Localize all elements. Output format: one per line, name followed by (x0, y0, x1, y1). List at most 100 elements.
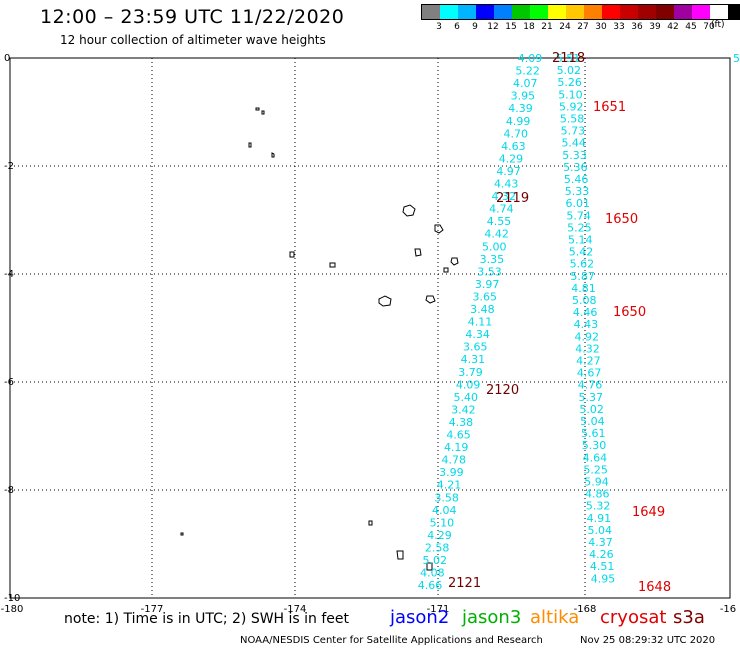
wave-height-label: 5.94 (584, 476, 609, 489)
pass-time-label: 2118 (552, 51, 585, 66)
wave-height-label: 4.32 (575, 342, 600, 355)
wave-height-label: 4.38 (449, 416, 474, 429)
y-tick-label: -2 (4, 161, 14, 172)
y-tick-label: -4 (4, 269, 14, 280)
legend-swatch (602, 5, 620, 19)
map-subtitle: 12 hour collection of altimeter wave hei… (60, 33, 326, 47)
x-tick-label: -180 (1, 604, 24, 615)
x-tick-label: -168 (574, 604, 597, 615)
legend-swatch (530, 5, 548, 19)
legend-label: 12 (487, 22, 499, 32)
wave-height-label: 4.67 (577, 367, 602, 380)
legend-label: 45 (685, 22, 697, 32)
axis-labels: -180 -177 -174 -171 -168 -16 0 -2 -4 -6 -8 -10 (1, 53, 737, 615)
satellite-altika: altika (530, 607, 580, 628)
wave-height-label: 4.09 (456, 378, 481, 391)
legend-swatch (512, 5, 530, 19)
wave-height-label: 5.44 (561, 137, 586, 150)
pass-time-label: 1650 (605, 212, 638, 227)
wave-height-label: 5.02 (579, 403, 604, 416)
legend-swatch (674, 5, 692, 19)
island-outline (180, 532, 184, 536)
legend-swatch (638, 5, 656, 19)
legend-label: 9 (472, 22, 478, 32)
legend-swatch (566, 5, 584, 19)
satellite-track-left: 4.095.224.073.954.394.994.704.634.294.97… (418, 52, 543, 592)
map-grid (9, 57, 731, 599)
wave-height-label: 5.46 (564, 173, 589, 186)
legend-label: 42 (667, 22, 679, 32)
wave-height-label: 3.97 (475, 278, 500, 291)
legend-label: 39 (649, 22, 661, 32)
wave-height-label: 4.70 (503, 127, 528, 140)
y-tick-label: -8 (4, 485, 14, 496)
wave-height-label: 4.42 (484, 228, 509, 241)
color-legend: 3 6 9 12 15 18 21 24 27 30 33 36 39 42 45 70 (421, 4, 740, 34)
wave-height-label: 5.30 (582, 439, 607, 452)
x-tick-label: -16 (720, 604, 736, 615)
wave-height-label: 5.61 (581, 427, 606, 440)
y-tick-label: -6 (4, 377, 14, 388)
island-outline (378, 295, 392, 307)
wave-height-label: 4.39 (508, 102, 533, 115)
wave-height-label: 4.19 (444, 441, 469, 454)
wave-height-label: 4.29 (427, 529, 452, 542)
legend-label: 33 (613, 22, 625, 32)
wave-height-label: 4.26 (589, 548, 614, 561)
wave-height-label: 4.21 (437, 479, 462, 492)
wave-height-label: 5.36 (563, 161, 588, 174)
legend-label: 27 (577, 22, 589, 32)
wave-height-label: 4.43 (494, 178, 519, 191)
legend-labels: 3 6 9 12 15 18 21 24 27 30 33 36 39 42 45 70 (421, 20, 740, 34)
island-outline (414, 248, 422, 257)
wave-height-label: 3.48 (470, 303, 495, 316)
wave-height-label: 5.33 (562, 149, 587, 162)
wave-height-label: 5.42 (569, 246, 594, 259)
pass-time-label: 1648 (638, 580, 671, 595)
wave-height-label: 5.02 (423, 554, 448, 567)
wave-height-label: 4.66 (418, 579, 443, 592)
wave-height-label: 4.43 (574, 318, 599, 331)
pass-time-label: 2121 (448, 576, 481, 591)
map-title: 12:00 – 23:59 UTC 11/22/2020 (40, 6, 345, 28)
wave-height-label: 5.73 (561, 125, 586, 138)
wave-height-label: 4.63 (501, 140, 526, 153)
satellite-jason3: jason3 (462, 607, 522, 628)
legend-swatch (728, 5, 740, 19)
wave-height-label: 3.65 (463, 341, 488, 354)
x-tick-label: -177 (141, 604, 164, 615)
legend-swatch (692, 5, 710, 19)
wave-height-label: 3.42 (451, 403, 476, 416)
legend-swatch (440, 5, 458, 19)
legend-unit: (ft) (711, 20, 725, 30)
island-outline (426, 562, 433, 571)
legend-swatch (494, 5, 512, 19)
generation-timestamp: Nov 25 08:29:32 UTC 2020 (580, 635, 716, 646)
wave-height-label: 4.31 (461, 353, 486, 366)
satellite-track-right: 5.515.025.265.105.925.585.735.445.335.36… (556, 52, 740, 585)
legend-label: 36 (631, 22, 643, 32)
wave-height-label: 4.86 (585, 488, 610, 501)
pass-time-label: 2120 (486, 383, 519, 398)
wave-height-label: 4.76 (578, 379, 603, 392)
island-outline (396, 550, 404, 560)
island-outline (271, 152, 275, 158)
pass-time-label: 1651 (593, 100, 626, 115)
wave-height-label: 4.08 (420, 567, 445, 580)
satellite-jason2: jason2 (390, 607, 450, 628)
wave-height-label: 4.37 (588, 536, 613, 549)
wave-height-label: 4.81 (571, 282, 596, 295)
wave-height-label: 5.32 (586, 500, 611, 513)
island-outline (434, 224, 444, 234)
wave-height-label: 4.92 (574, 330, 599, 343)
island-outline (368, 520, 373, 526)
legend-swatch (584, 5, 602, 19)
legend-label: 70 (703, 22, 715, 32)
legend-label: 18 (523, 22, 535, 32)
wave-height-label: 5.04 (580, 415, 605, 428)
wave-height-label: 5.04 (587, 524, 612, 537)
wave-height-label: 4.74 (489, 203, 514, 216)
y-tick-label: 0 (4, 53, 10, 64)
legend-label: 15 (505, 22, 517, 32)
